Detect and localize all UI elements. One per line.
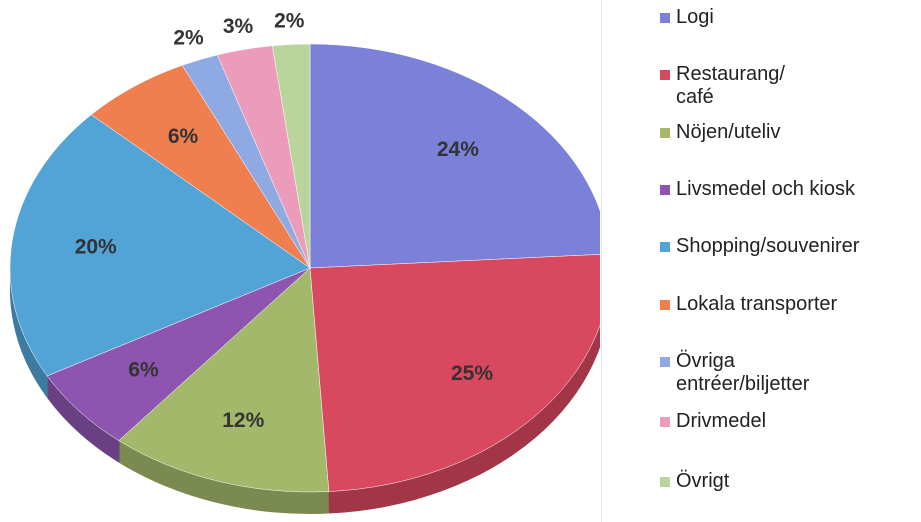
divider xyxy=(601,0,602,522)
legend-swatch xyxy=(660,185,670,195)
legend-label: Livsmedel och kiosk xyxy=(676,178,855,200)
value-label: 2% xyxy=(173,26,204,49)
legend-entry: Övrigt xyxy=(660,470,729,493)
legend-label: Lokala transporter xyxy=(676,293,838,315)
legend-label: Nöjen/uteliv xyxy=(676,121,781,143)
chart: 24% 25% 12% 6% 20% 6% 2% 3% 2% xyxy=(9,10,600,514)
legend-entry: Övriga entréer/biljetter xyxy=(660,350,809,396)
legend-entry: Lokala transporter xyxy=(660,293,837,316)
legend-swatch xyxy=(660,242,670,252)
value-label: 2% xyxy=(274,10,305,33)
value-label: 20% xyxy=(75,235,117,258)
legend-label: Övrigt xyxy=(676,470,730,492)
legend-label: Restaurang/ café xyxy=(676,63,785,108)
legend-swatch xyxy=(660,300,670,310)
value-label: 12% xyxy=(222,409,264,432)
value-label: 3% xyxy=(223,15,254,38)
legend-entry: Restaurang/ café xyxy=(660,63,785,109)
legend-entry: Livsmedel och kiosk xyxy=(660,178,855,201)
legend-swatch xyxy=(660,70,670,80)
legend-entry: Nöjen/uteliv xyxy=(660,121,781,144)
slice xyxy=(309,43,600,269)
value-label: 6% xyxy=(168,125,199,148)
value-label: 24% xyxy=(437,138,479,161)
slice xyxy=(9,114,311,377)
legend-label: Övriga entréer/biljetter xyxy=(676,350,810,395)
slice xyxy=(309,254,600,492)
legend-swatch xyxy=(660,13,670,23)
value-label: 25% xyxy=(451,362,493,385)
legend-swatch xyxy=(660,357,670,367)
legend-swatch xyxy=(660,477,670,487)
value-label: 6% xyxy=(128,358,159,381)
slice xyxy=(272,43,311,269)
legend-entry: Logi xyxy=(660,6,714,29)
legend-label: Drivmedel xyxy=(676,410,767,432)
legend-swatch xyxy=(660,417,670,427)
legend-label: Shopping/souvenirer xyxy=(676,235,860,257)
legend: Logi Restaurang/ café Nöjen/uteliv Livsmede… xyxy=(660,0,921,522)
legend-entry: Shopping/souvenirer xyxy=(660,235,859,258)
slice xyxy=(118,267,330,493)
legend-entry: Drivmedel xyxy=(660,410,766,433)
legend-swatch xyxy=(660,128,670,138)
legend-label: Logi xyxy=(676,6,714,28)
